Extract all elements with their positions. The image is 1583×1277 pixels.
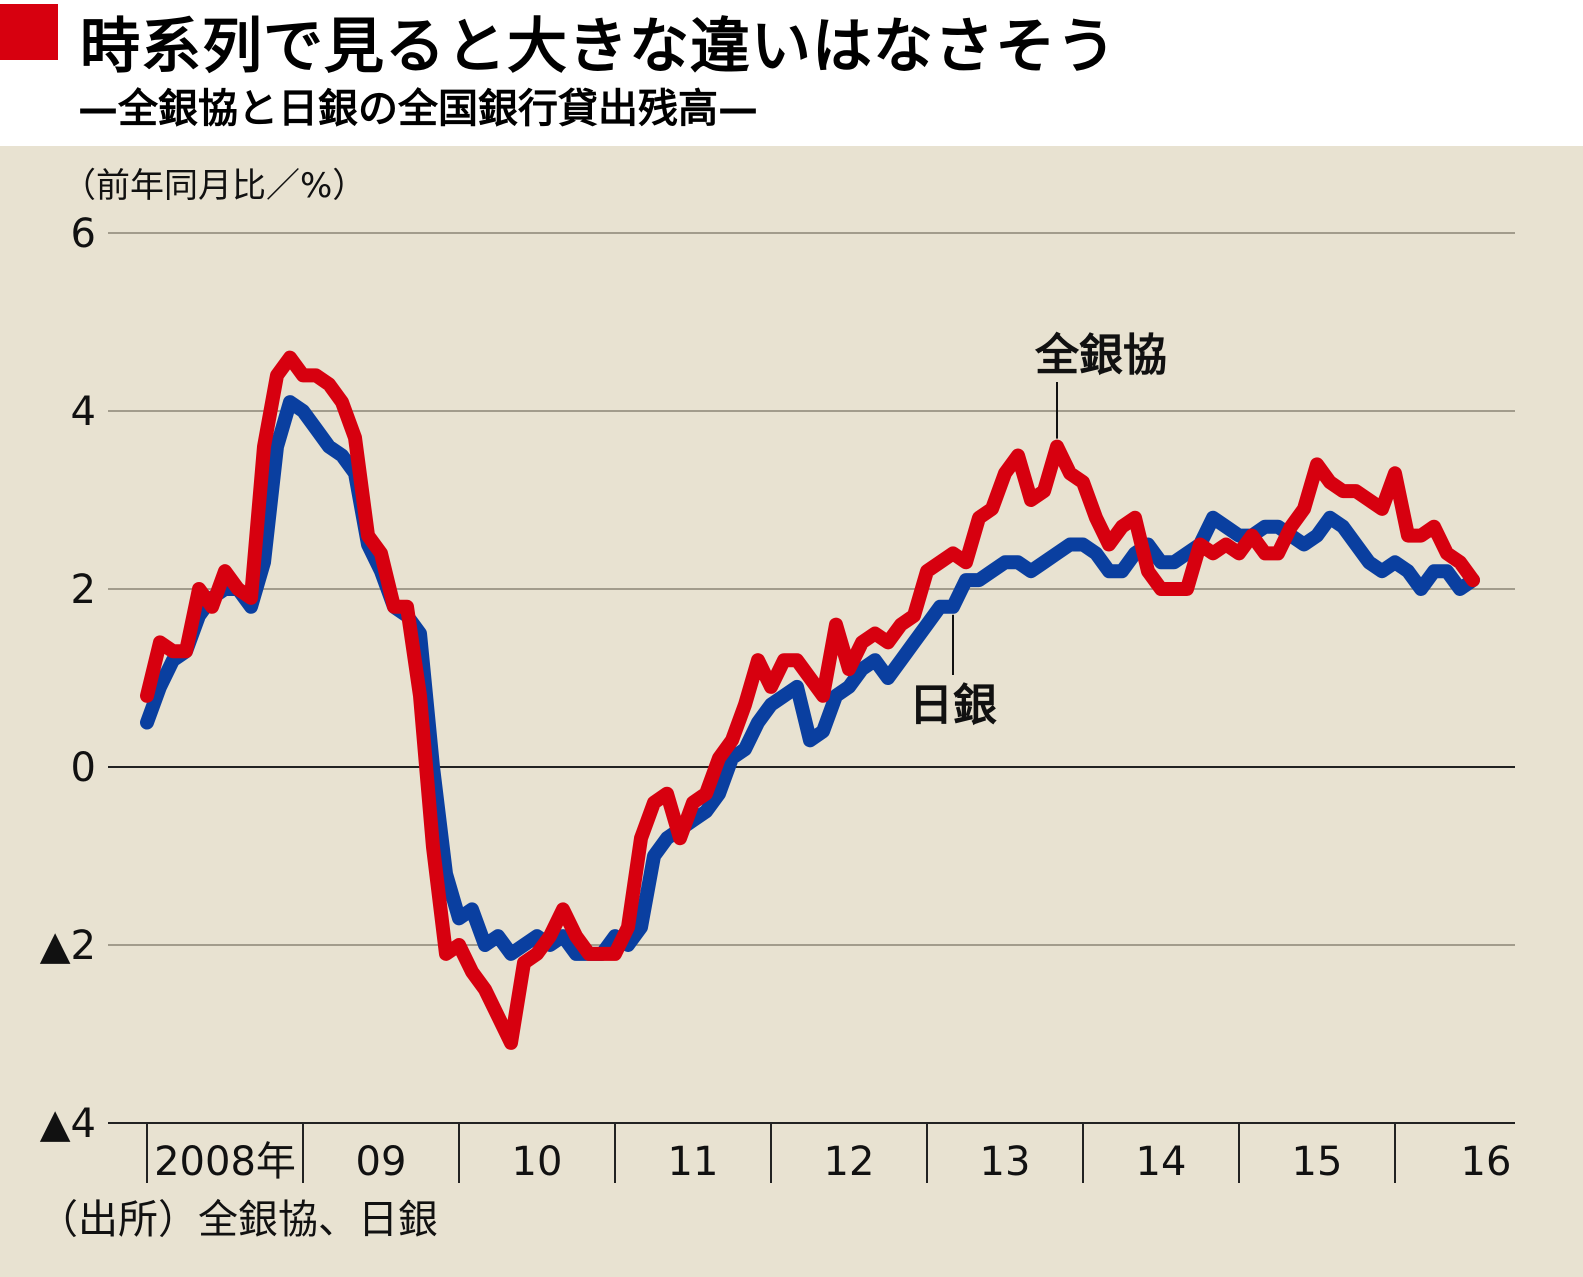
x-tick-label: 11 xyxy=(668,1139,719,1185)
y-axis-unit-label: （前年同月比／%） xyxy=(62,166,366,206)
x-tick-label: 10 xyxy=(512,1139,563,1185)
series-line-zenginkyo xyxy=(140,350,1480,1050)
y-tick-label: 4 xyxy=(71,389,96,435)
x-tick-label: 2008年 xyxy=(154,1139,296,1185)
x-tick-label: 16 xyxy=(1461,1139,1512,1185)
plot-area xyxy=(0,146,1583,1277)
y-tick-label: 0 xyxy=(71,745,96,791)
y-axis-ticks: 6 4 2 0 ▲2 ▲4 xyxy=(40,211,96,1147)
y-tick-label: ▲2 xyxy=(40,923,96,969)
title-accent-bar xyxy=(0,4,58,60)
y-tick-label: 6 xyxy=(71,211,96,257)
source-note: （出所）全銀協、日銀 xyxy=(38,1197,438,1243)
x-tick-label: 14 xyxy=(1136,1139,1187,1185)
chart-subtitle: —全銀協と日銀の全国銀行貸出残高— xyxy=(78,86,758,132)
y-tick-label: ▲4 xyxy=(40,1101,96,1147)
x-axis: 2008年 09 10 11 12 13 14 15 16 xyxy=(146,1123,1512,1185)
x-tick-label: 09 xyxy=(356,1139,407,1185)
x-tick-label: 15 xyxy=(1292,1139,1343,1185)
x-tick-label: 12 xyxy=(824,1139,875,1185)
chart-title: 時系列で見ると大きな違いはなさそう xyxy=(80,12,1117,82)
annotations: 日銀 全銀協 xyxy=(909,330,1167,731)
y-tick-label: 2 xyxy=(71,567,96,613)
boj-annotation-label: 日銀 xyxy=(909,680,997,731)
x-tick-label: 13 xyxy=(980,1139,1031,1185)
header: 時系列で見ると大きな違いはなさそう —全銀協と日銀の全国銀行貸出残高— xyxy=(0,0,1583,146)
series-lines xyxy=(140,350,1480,1050)
zenginkyo-annotation-label: 全銀協 xyxy=(1034,330,1167,381)
